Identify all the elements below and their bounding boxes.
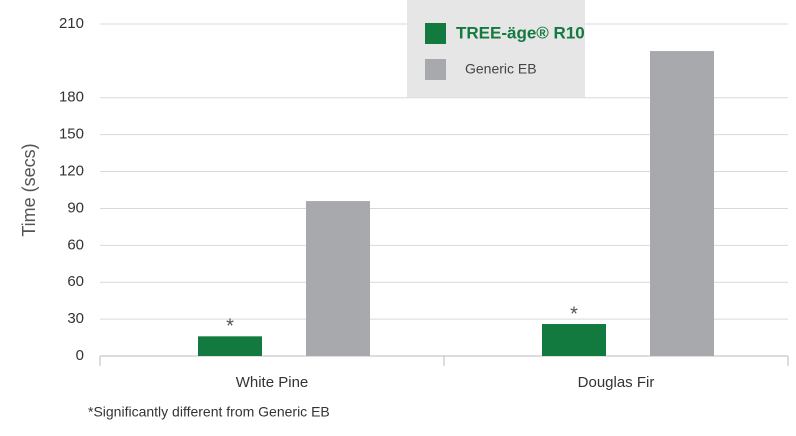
legend-box — [407, 0, 585, 97]
y-tick-label: 30 — [67, 310, 84, 327]
y-tick-label: 150 — [59, 126, 84, 143]
bar — [650, 51, 714, 357]
bar — [542, 324, 606, 356]
legend-label: Generic EB — [465, 61, 537, 77]
legend-swatch — [425, 23, 446, 44]
y-tick-label: 60 — [67, 273, 84, 290]
note-mark: * — [570, 303, 578, 325]
y-tick-label: 210 — [59, 15, 84, 32]
y-tick-label: 120 — [59, 163, 84, 180]
legend-swatch — [425, 59, 446, 80]
y-tick-label: 180 — [59, 89, 84, 106]
footnote: *Significantly different from Generic EB — [88, 404, 330, 420]
bar — [306, 201, 370, 356]
y-tick-label: 0 — [76, 347, 84, 364]
x-tick-label: Douglas Fir — [578, 374, 655, 391]
x-tick-label: White Pine — [236, 374, 309, 391]
y-tick-label: 90 — [67, 199, 84, 216]
y-tick-label: 60 — [67, 236, 84, 253]
legend-label: TREE-äge® R10 — [456, 23, 585, 42]
y-axis-label: Time (secs) — [19, 143, 39, 236]
bar — [198, 336, 262, 356]
note-mark: * — [226, 316, 234, 338]
